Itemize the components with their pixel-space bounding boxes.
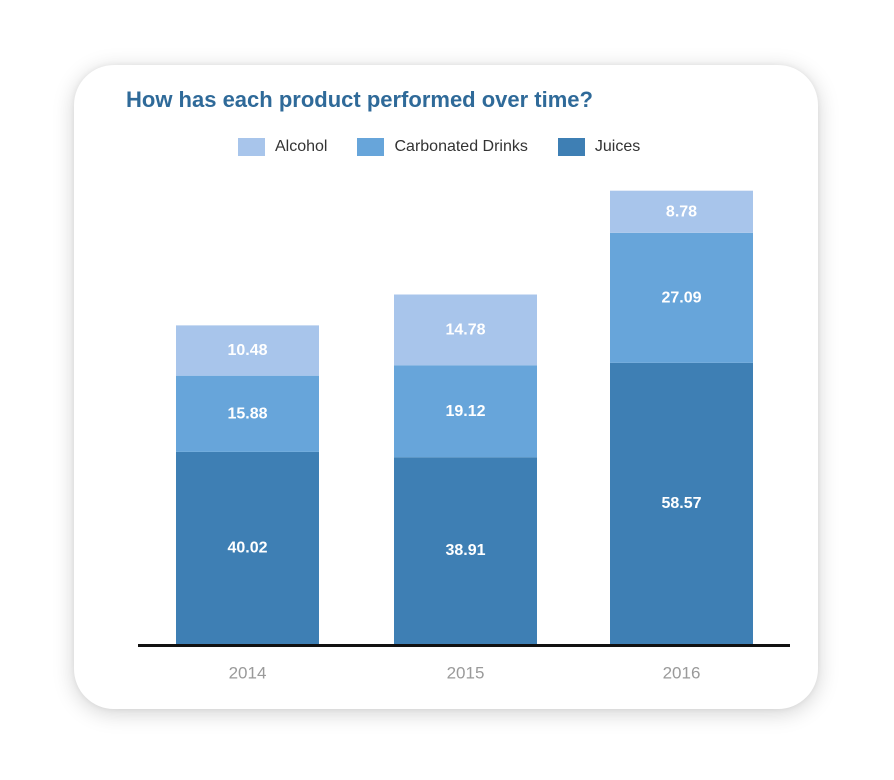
bar-segment-juices-2016 [610, 362, 753, 644]
bars-group: 40.02 15.88 10.48 38.91 19.12 14.78 58.57 27.09… [176, 190, 753, 644]
data-label-carbonated-drinks-2016: 27.09 [661, 289, 701, 306]
data-label-juices-2016: 58.57 [661, 495, 701, 512]
chart-legend: Alcohol Carbonated Drinks Juices [238, 135, 640, 159]
data-label-carbonated-drinks-2014: 15.88 [227, 405, 267, 422]
bar-segment-juices-2014 [176, 451, 319, 644]
legend-label-juices: Juices [594, 138, 641, 155]
data-label-juices-2015: 38.91 [445, 542, 485, 559]
legend-swatch-alcohol [238, 138, 265, 156]
bar-segment-juices-2015 [394, 457, 537, 644]
x-tick-labels: 2014 2015 2016 [229, 664, 701, 683]
x-tick-label-2015: 2015 [447, 664, 485, 683]
data-label-alcohol-2015: 14.78 [445, 321, 485, 338]
bar-segment-carbonated-drinks-2015 [394, 365, 537, 458]
chart-title: How has each product performed over time… [126, 87, 593, 112]
legend-item-alcohol: Alcohol [238, 138, 327, 156]
data-label-juices-2014: 40.02 [227, 539, 267, 556]
legend-item-juices: Juices [557, 138, 641, 156]
x-tick-label-2014: 2014 [229, 664, 267, 683]
legend-label-carbonated-drinks: Carbonated Drinks [394, 138, 528, 155]
x-tick-label-2016: 2016 [663, 664, 701, 683]
legend-swatch-carbonated-drinks [357, 138, 385, 156]
legend-label-alcohol: Alcohol [275, 138, 328, 155]
legend-item-carbonated-drinks: Carbonated Drinks [357, 138, 528, 156]
bar-segment-carbonated-drinks-2016 [610, 232, 753, 363]
bar-segment-carbonated-drinks-2014 [176, 375, 319, 452]
bar-segment-alcohol-2014 [176, 325, 319, 376]
data-label-carbonated-drinks-2015: 19.12 [445, 403, 485, 420]
data-label-alcohol-2014: 10.48 [227, 342, 267, 359]
chart-card: How has each product performed over time… [74, 65, 818, 709]
bar-segment-alcohol-2016 [610, 190, 753, 233]
data-label-alcohol-2016: 8.78 [666, 203, 697, 220]
bar-segment-alcohol-2015 [394, 294, 537, 366]
stacked-bar-chart: 40.02 15.88 10.48 38.91 19.12 14.78 58.57 27.09… [138, 190, 790, 683]
legend-swatch-juices [557, 138, 585, 156]
